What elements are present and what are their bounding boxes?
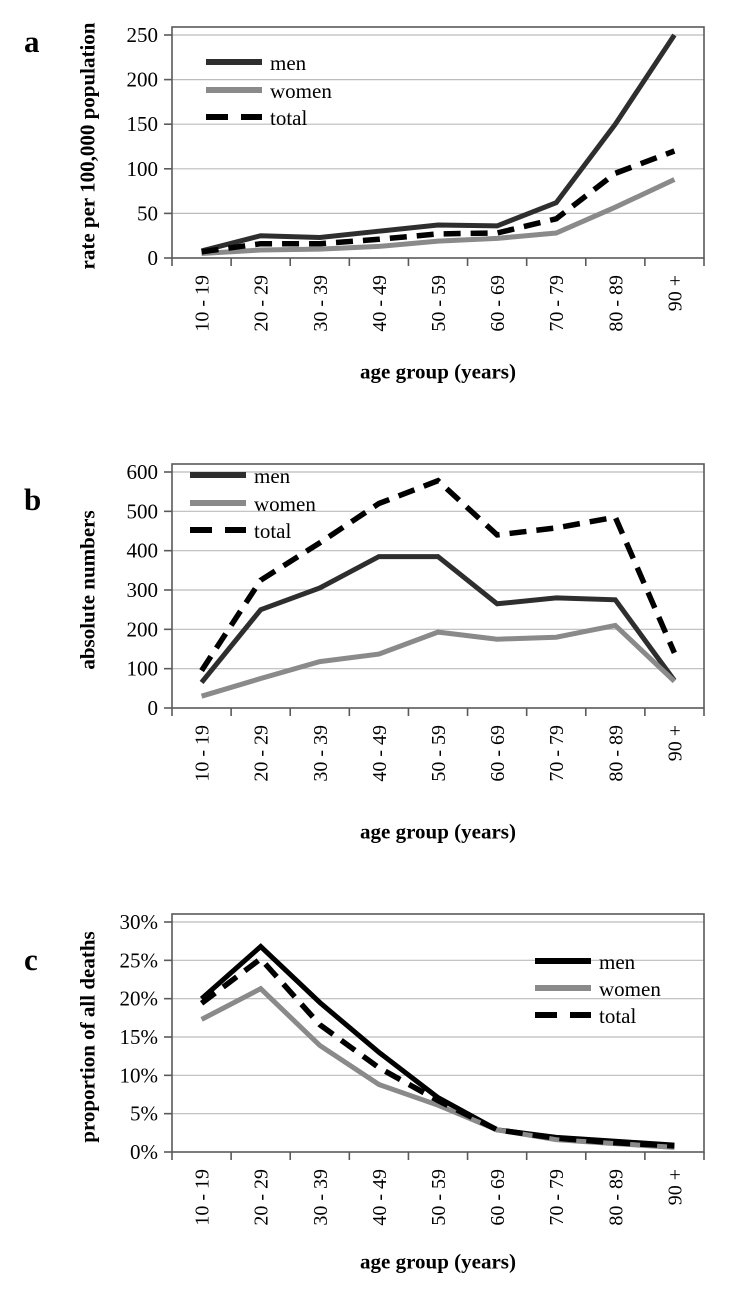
svg-text:200: 200 xyxy=(127,68,159,92)
svg-text:80 - 89: 80 - 89 xyxy=(605,725,627,782)
svg-text:40 - 49: 40 - 49 xyxy=(369,275,391,332)
svg-text:500: 500 xyxy=(127,499,159,523)
svg-text:women: women xyxy=(270,79,332,103)
svg-text:0: 0 xyxy=(148,246,159,270)
y-axis-title-a: rate per 100,000 population xyxy=(75,22,100,270)
svg-text:60 - 69: 60 - 69 xyxy=(487,725,509,782)
svg-text:50 - 59: 50 - 59 xyxy=(428,1169,450,1226)
panel-letter-b: b xyxy=(24,482,42,517)
svg-text:total: total xyxy=(270,106,307,130)
svg-text:150: 150 xyxy=(127,112,159,136)
svg-text:200: 200 xyxy=(127,617,159,641)
svg-text:80 - 89: 80 - 89 xyxy=(605,1169,627,1226)
svg-text:10 - 19: 10 - 19 xyxy=(192,275,214,332)
svg-text:80 - 89: 80 - 89 xyxy=(605,275,627,332)
svg-text:250: 250 xyxy=(127,23,159,47)
svg-text:10 - 19: 10 - 19 xyxy=(192,1169,214,1226)
svg-text:30 - 39: 30 - 39 xyxy=(310,725,332,782)
svg-text:70 - 79: 70 - 79 xyxy=(546,725,568,782)
svg-text:40 - 49: 40 - 49 xyxy=(369,1169,391,1226)
panel-letter-c: c xyxy=(24,942,38,977)
x-axis-title-c: age group (years) xyxy=(360,1249,516,1274)
svg-text:70 - 79: 70 - 79 xyxy=(546,1169,568,1226)
svg-text:30%: 30% xyxy=(120,910,159,934)
svg-text:90 +: 90 + xyxy=(664,275,686,311)
svg-text:women: women xyxy=(254,492,316,516)
svg-text:men: men xyxy=(270,51,307,75)
svg-text:25%: 25% xyxy=(120,948,159,972)
svg-text:5%: 5% xyxy=(130,1102,158,1126)
svg-text:20%: 20% xyxy=(120,987,159,1011)
svg-text:men: men xyxy=(254,464,291,488)
svg-text:60 - 69: 60 - 69 xyxy=(487,275,509,332)
svg-text:400: 400 xyxy=(127,539,159,563)
y-axis-title-c: proportion of all deaths xyxy=(75,931,100,1143)
svg-text:70 - 79: 70 - 79 xyxy=(546,275,568,332)
svg-text:15%: 15% xyxy=(120,1025,159,1049)
svg-text:50: 50 xyxy=(137,201,158,225)
svg-text:10 - 19: 10 - 19 xyxy=(192,725,214,782)
svg-text:90 +: 90 + xyxy=(664,725,686,761)
svg-text:100: 100 xyxy=(127,657,159,681)
svg-text:100: 100 xyxy=(127,157,159,181)
svg-text:90 +: 90 + xyxy=(664,1169,686,1205)
x-axis-title-a: age group (years) xyxy=(360,359,516,384)
svg-text:40 - 49: 40 - 49 xyxy=(369,725,391,782)
y-axis-title-b: absolute numbers xyxy=(75,510,100,670)
svg-text:20 - 29: 20 - 29 xyxy=(251,1169,273,1226)
svg-text:300: 300 xyxy=(127,578,159,602)
svg-text:total: total xyxy=(254,519,291,543)
svg-text:600: 600 xyxy=(127,460,159,484)
svg-text:20 - 29: 20 - 29 xyxy=(251,275,273,332)
svg-text:50 - 59: 50 - 59 xyxy=(428,275,450,332)
svg-text:30 - 39: 30 - 39 xyxy=(310,1169,332,1226)
panel-letter-a: a xyxy=(24,24,40,59)
svg-text:60 - 69: 60 - 69 xyxy=(487,1169,509,1226)
svg-text:0: 0 xyxy=(148,696,159,720)
svg-text:women: women xyxy=(599,977,661,1001)
x-axis-title-b: age group (years) xyxy=(360,819,516,844)
svg-text:10%: 10% xyxy=(120,1063,159,1087)
svg-text:30 - 39: 30 - 39 xyxy=(310,275,332,332)
svg-text:0%: 0% xyxy=(130,1140,158,1164)
svg-text:50 - 59: 50 - 59 xyxy=(428,725,450,782)
svg-text:total: total xyxy=(599,1004,636,1028)
svg-text:20 - 29: 20 - 29 xyxy=(251,725,273,782)
svg-text:men: men xyxy=(599,950,636,974)
